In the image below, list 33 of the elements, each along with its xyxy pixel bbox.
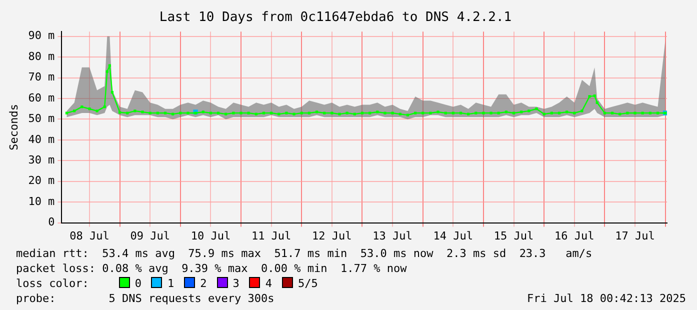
y-tick-label: 70 m xyxy=(28,70,56,84)
y-tick-label: 10 m xyxy=(28,194,56,208)
x-tick-label: 15 Jul xyxy=(494,229,534,242)
x-tick-label: 13 Jul xyxy=(372,229,412,242)
text: Fri Jul 18 00:42:13 2025 xyxy=(527,291,686,306)
text: median rtt: 53.4 ms avg 75.9 ms max 51.7 ms min 53.0 ms now 2.3 ms sd 23.3 am/s xyxy=(16,246,594,261)
x-tick-label: 14 Jul xyxy=(433,229,474,242)
x-tick-label: 16 Jul xyxy=(554,229,594,242)
legend-label: 1 xyxy=(167,277,174,290)
legend-label: 2 xyxy=(200,277,207,290)
y-tick-label: 80 m xyxy=(28,50,56,63)
x-tick-label: 09 Jul xyxy=(130,229,170,242)
x-tick-label: 17 Jul xyxy=(615,229,655,242)
x-tick-label: 11 Jul xyxy=(251,229,292,242)
chart-title: Last 10 Days from 0c11647ebda6 to DNS 4.2.2.1 xyxy=(159,10,512,26)
y-tick-label: 20 m xyxy=(28,174,56,188)
legend-label: 0 xyxy=(134,277,142,290)
y-tick-label: 90 m xyxy=(28,29,56,42)
y-axis-title: Seconds xyxy=(7,104,20,150)
legend-label: 5/5 xyxy=(298,277,318,290)
legend-title: loss color: xyxy=(16,277,89,290)
y-tick-label: 50 m xyxy=(28,112,56,126)
x-tick-label: 12 Jul xyxy=(312,229,352,242)
text: probe: 5 DNS requests every 300s xyxy=(16,292,274,305)
y-tick-label: 0 xyxy=(48,216,55,229)
x-tick-label: 08 Jul xyxy=(70,229,110,242)
y-tick-label: 60 m xyxy=(28,91,56,104)
x-tick-label: 10 Jul xyxy=(190,229,231,242)
y-tick-label: 30 m xyxy=(28,154,56,167)
legend-label: 4 xyxy=(265,277,272,290)
y-tick-label: 40 m xyxy=(28,132,56,146)
text: packet loss: 0.08 % avg 9.39 % max 0.00 % min 1.77 % now xyxy=(16,261,408,276)
legend-label: 3 xyxy=(232,277,240,290)
